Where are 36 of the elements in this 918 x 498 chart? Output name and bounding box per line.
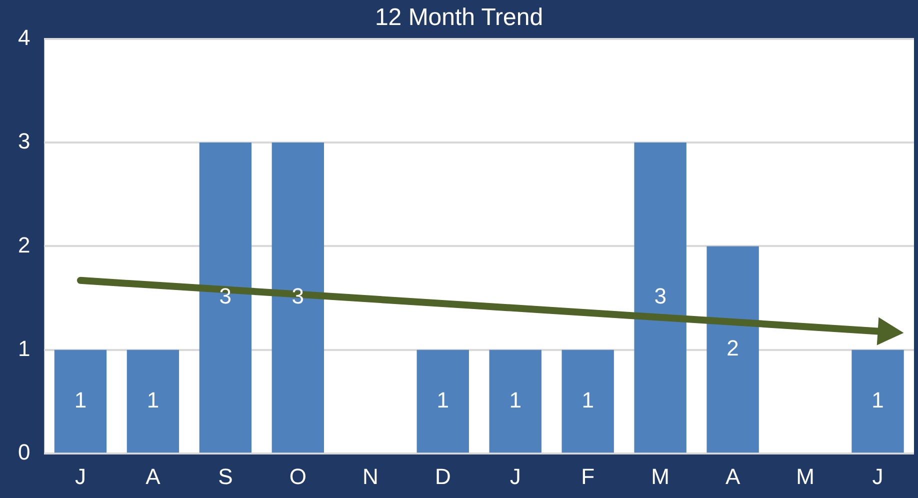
x-tick-label: M [651,464,670,489]
x-tick-label: J [510,464,521,489]
y-tick-label: 3 [18,128,30,154]
x-tick-label: A [725,464,740,489]
y-tick-label: 4 [18,24,30,50]
x-tick-label: J [74,464,86,489]
data-label: 3 [654,284,666,309]
data-label: 1 [509,387,522,412]
x-tick-label: M [796,464,814,489]
bar [416,350,469,453]
x-tick-label: N [362,464,378,489]
x-tick-label: J [872,464,884,489]
y-tick-label: 2 [18,232,30,258]
x-tick-label: O [289,464,306,489]
data-label: 2 [726,335,739,360]
bar [272,142,324,453]
y-tick-label: 0 [18,440,30,465]
data-label: 1 [872,387,884,412]
bar [54,350,107,453]
bar [634,142,686,453]
x-tick-label: A [146,464,161,489]
bar [489,350,542,453]
x-tick-label: F [581,464,595,489]
y-tick-label: 1 [18,336,30,361]
bar [199,142,252,453]
data-label: 1 [436,387,449,412]
data-label: 1 [146,387,160,412]
chart-title: 12 Month Trend [374,4,544,32]
bar [126,350,180,453]
bar [706,246,759,453]
data-label: 1 [74,387,87,412]
bar [852,350,904,453]
data-label: 1 [582,387,594,412]
bar [562,350,614,453]
x-tick-label: S [218,464,233,489]
x-tick-label: D [434,464,451,489]
